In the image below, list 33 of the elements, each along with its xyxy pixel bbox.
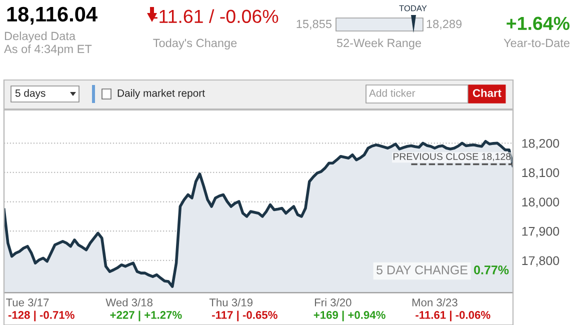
text: Add ticker — [369, 89, 416, 97]
y-tick-label: 18,100 — [522, 168, 560, 179]
annotation: 5 DAY CHANGE — [376, 266, 468, 274]
text: +1.64% — [506, 16, 570, 30]
y-tick-label: 17,800 — [522, 256, 560, 267]
x-tick-label: Tue 3/17 — [6, 298, 49, 306]
text: +169 | +0.94% — [314, 310, 386, 322]
text: Today's Change — [153, 38, 237, 50]
chart-title: 18,116.04 — [7, 6, 98, 25]
x-tick-label: Wed 3/18 — [106, 298, 152, 306]
y-tick-label: 18,200 — [522, 138, 560, 150]
text: -11.61 | -0.06% — [416, 310, 490, 322]
text: 15,855 — [296, 20, 332, 30]
text: +227 | +1.27% — [110, 310, 182, 322]
text: As of 4:34pm ET — [4, 44, 92, 56]
text: Year-to-Date — [504, 38, 570, 48]
x-tick-label: Thu 3/19 — [209, 298, 252, 306]
annotation: 0.77% — [474, 266, 509, 274]
text: TODAY — [399, 5, 427, 12]
y-tick-label: 17,900 — [522, 226, 560, 238]
x-tick-label: Fri 3/20 — [314, 298, 352, 306]
text: -117 | -0.65% — [212, 310, 278, 322]
text: -128 | -0.71% — [8, 310, 74, 322]
x-tick-label: Mon 3/23 — [412, 298, 458, 306]
ref-line-label: PREVIOUS CLOSE 18,128 — [394, 153, 511, 162]
text: -11.61 / -0.06% — [152, 9, 278, 24]
text: 18,289 — [426, 20, 462, 30]
text: Chart — [472, 88, 502, 97]
text: Daily market report — [118, 89, 205, 99]
text: 5 days — [15, 89, 46, 99]
text: Delayed Data — [4, 32, 76, 42]
text: 52-Week Range — [336, 38, 422, 50]
y-tick-label: 18,000 — [522, 198, 560, 208]
